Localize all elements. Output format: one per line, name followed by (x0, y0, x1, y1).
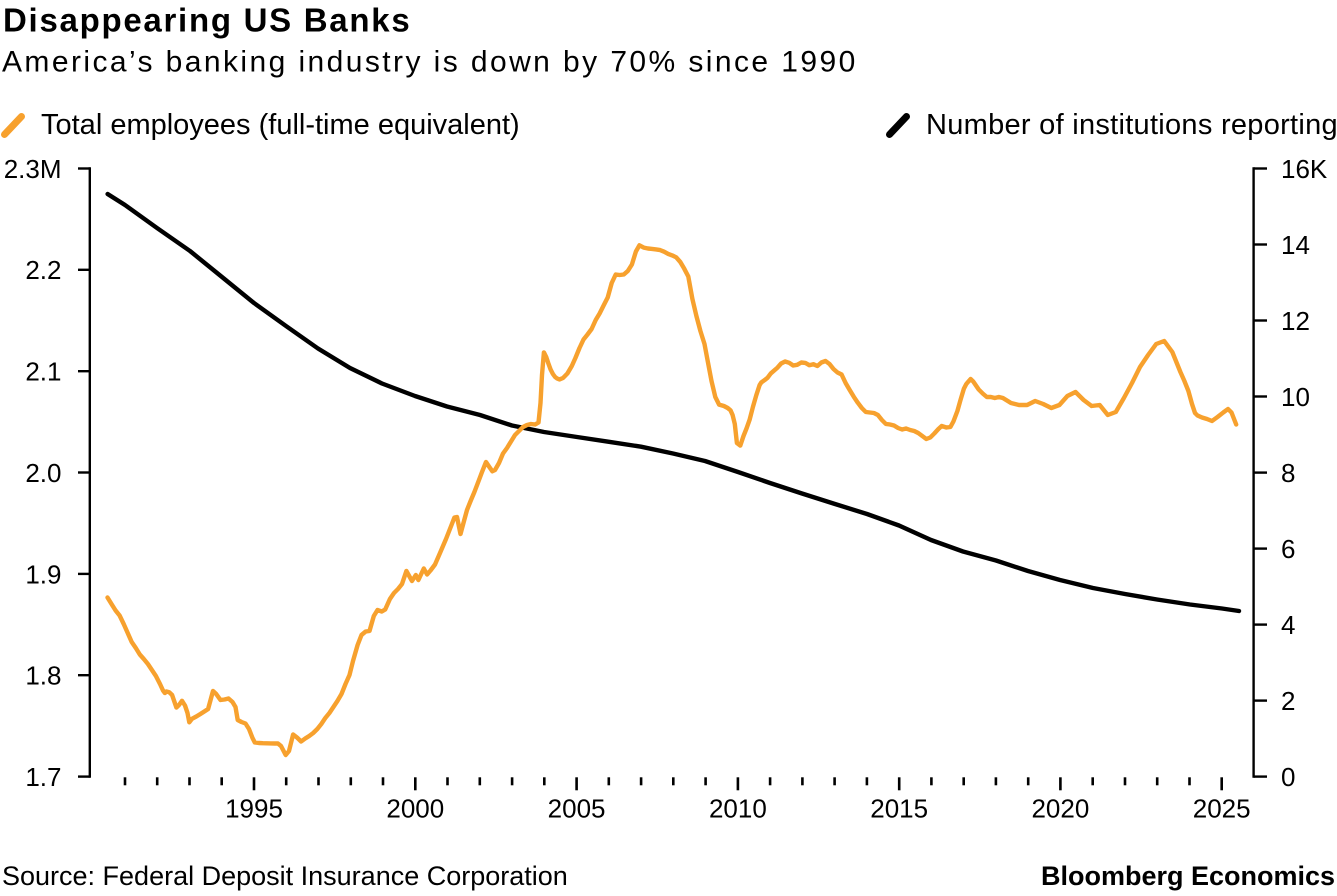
svg-text:Number of institutions reporti: Number of institutions reporting (926, 109, 1337, 141)
svg-text:12: 12 (1281, 306, 1310, 336)
svg-text:2: 2 (1281, 686, 1295, 716)
svg-text:1.9: 1.9 (25, 559, 61, 589)
svg-text:1.8: 1.8 (25, 661, 61, 691)
svg-text:2.3M: 2.3M (4, 154, 62, 184)
svg-text:Source: Federal Deposit Insura: Source: Federal Deposit Insurance Corpor… (2, 861, 568, 891)
svg-text:10: 10 (1281, 382, 1310, 412)
svg-text:8: 8 (1281, 458, 1295, 488)
svg-text:Bloomberg Economics: Bloomberg Economics (1041, 861, 1335, 891)
svg-text:0: 0 (1281, 762, 1295, 792)
svg-text:2005: 2005 (548, 794, 606, 824)
svg-text:America’s banking industry is: America’s banking industry is down by 70… (2, 45, 858, 78)
svg-text:4: 4 (1281, 610, 1295, 640)
svg-text:1.7: 1.7 (25, 762, 61, 792)
svg-text:16K: 16K (1281, 154, 1328, 184)
svg-text:Disappearing US Banks: Disappearing US Banks (3, 2, 411, 39)
svg-text:2.1: 2.1 (25, 357, 61, 387)
svg-text:2000: 2000 (386, 794, 444, 824)
svg-text:2020: 2020 (1031, 794, 1089, 824)
svg-text:2010: 2010 (709, 794, 767, 824)
svg-text:2015: 2015 (870, 794, 928, 824)
svg-text:14: 14 (1281, 230, 1310, 260)
svg-text:2.0: 2.0 (25, 458, 61, 488)
svg-text:Total employees (full-time equ: Total employees (full-time equivalent) (41, 109, 520, 141)
svg-text:6: 6 (1281, 534, 1295, 564)
svg-text:2.2: 2.2 (25, 255, 61, 285)
svg-text:2025: 2025 (1193, 794, 1251, 824)
svg-text:1995: 1995 (225, 794, 283, 824)
